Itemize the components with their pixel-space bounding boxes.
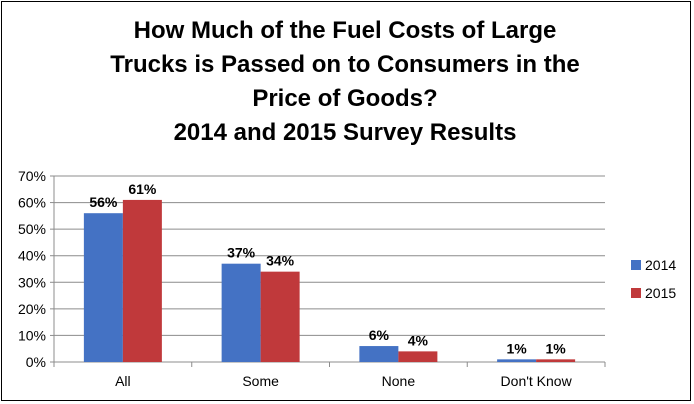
x-tick-label: Some — [242, 373, 279, 389]
data-label: 1% — [546, 340, 567, 356]
legend-swatch-2014 — [631, 260, 641, 270]
y-tick-label: 70% — [18, 168, 46, 184]
x-tick-label: None — [382, 373, 416, 389]
y-tick-label: 60% — [18, 195, 46, 211]
bar-2015-don-t-know — [536, 359, 576, 362]
y-tick-label: 40% — [18, 248, 46, 264]
bar-2015-some — [260, 271, 300, 362]
y-tick-label: 20% — [18, 301, 46, 317]
data-label: 34% — [266, 253, 295, 269]
title-line-4: 2014 and 2015 Survey Results — [173, 119, 517, 146]
y-tick-label: 50% — [18, 221, 46, 237]
bar-2014-all — [83, 213, 123, 362]
bar-2015-all — [122, 199, 162, 362]
x-tick-label: Don't Know — [501, 373, 573, 389]
y-tick-label: 0% — [26, 354, 46, 370]
data-label: 6% — [369, 327, 390, 343]
title-line-2: Trucks is Passed on to Consumers in the — [110, 51, 580, 78]
title-line-1: How Much of the Fuel Costs of Large — [133, 17, 557, 44]
y-tick-label: 10% — [18, 327, 46, 343]
data-label: 37% — [227, 245, 256, 261]
legend-label-2014: 2014 — [645, 257, 676, 273]
data-label: 4% — [408, 332, 429, 348]
data-label: 1% — [507, 340, 528, 356]
bar-2014-some — [221, 263, 261, 362]
bar-2015-none — [398, 351, 438, 362]
bar-2014-don-t-know — [497, 359, 537, 362]
bar-2014-none — [359, 346, 399, 362]
data-label: 56% — [89, 194, 118, 210]
title-line-3: Price of Goods? — [252, 85, 438, 112]
x-tick-label: All — [115, 373, 131, 389]
legend-swatch-2015 — [631, 288, 641, 298]
data-label: 61% — [128, 181, 157, 197]
legend-label-2015: 2015 — [645, 285, 676, 301]
y-tick-label: 30% — [18, 274, 46, 290]
chart-title: How Much of the Fuel Costs of Large Truc… — [40, 14, 650, 150]
